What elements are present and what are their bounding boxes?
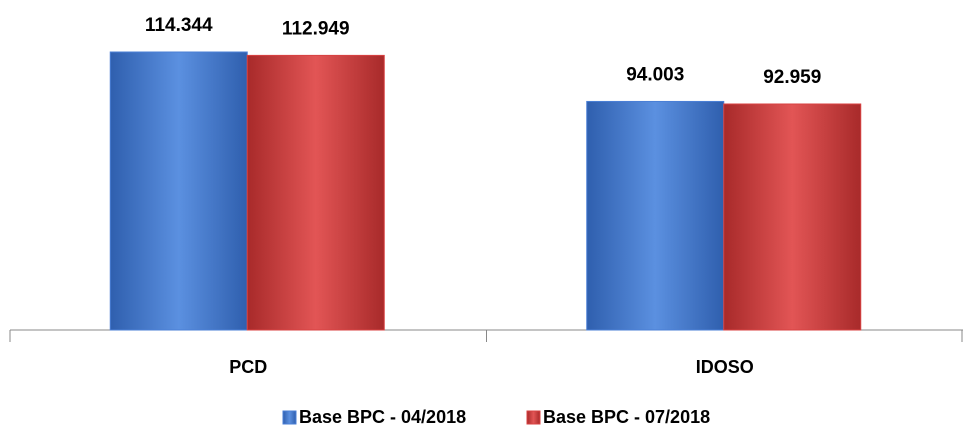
value-label: 114.344 bbox=[145, 15, 213, 36]
legend-label: Base BPC - 07/2018 bbox=[543, 407, 710, 427]
bar bbox=[724, 104, 861, 330]
bar bbox=[247, 55, 384, 330]
bar bbox=[587, 101, 724, 330]
chart: PCD 114.344 112.949 IDOSO 94.003 92.959 Base B… bbox=[0, 0, 963, 436]
legend-swatch bbox=[527, 411, 540, 424]
bar bbox=[110, 52, 247, 330]
value-label: 94.003 bbox=[626, 64, 684, 85]
value-label: 92.959 bbox=[763, 67, 821, 88]
x-tick-label: IDOSO bbox=[696, 357, 754, 377]
legend-label: Base BPC - 04/2018 bbox=[299, 407, 466, 427]
value-label: 112.949 bbox=[282, 18, 350, 39]
x-tick-label: PCD bbox=[229, 357, 267, 377]
legend-swatch bbox=[283, 411, 296, 424]
